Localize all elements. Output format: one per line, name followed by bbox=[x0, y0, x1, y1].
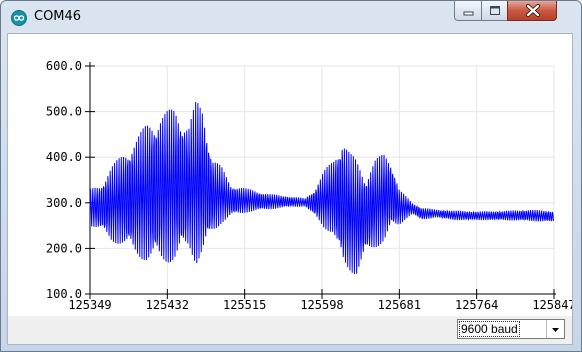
x-tick-label: 125681 bbox=[378, 298, 421, 312]
minimize-button[interactable] bbox=[454, 1, 482, 21]
y-tick-label: 200.0 bbox=[46, 241, 82, 255]
serial-plot: 100.0 200.0 300.0 400.0 500.0 600.0 125349 1254… bbox=[46, 59, 572, 312]
maximize-button[interactable] bbox=[481, 1, 508, 21]
close-icon bbox=[526, 4, 540, 17]
minimize-icon bbox=[463, 11, 474, 16]
y-tick-label: 300.0 bbox=[46, 196, 82, 210]
x-tick-label: 125432 bbox=[146, 298, 189, 312]
window-title: COM46 bbox=[34, 9, 82, 24]
chevron-down-icon bbox=[552, 328, 559, 332]
baud-rate-select[interactable]: 9600 baud bbox=[457, 319, 565, 339]
y-tick-label: 600.0 bbox=[46, 59, 82, 73]
y-tick-label: 400.0 bbox=[46, 150, 82, 164]
arduino-infinity-icon bbox=[11, 10, 27, 26]
x-tick-label: 125349 bbox=[68, 298, 111, 312]
x-tick-label: 125515 bbox=[223, 298, 266, 312]
signal-line bbox=[89, 102, 554, 275]
x-tick-label: 125598 bbox=[300, 298, 343, 312]
plotter-client-area: 100.0 200.0 300.0 400.0 500.0 600.0 125349 1254… bbox=[7, 33, 573, 345]
title-bar[interactable]: COM46 bbox=[1, 1, 581, 33]
y-tick-label: 500.0 bbox=[46, 105, 82, 119]
y-tick-label: 100.0 bbox=[46, 287, 82, 301]
maximize-icon bbox=[490, 6, 500, 15]
x-tick-label: 125847 bbox=[532, 298, 572, 312]
x-tick-label: 125764 bbox=[455, 298, 498, 312]
baud-dropdown-button[interactable] bbox=[546, 320, 564, 338]
close-button[interactable] bbox=[507, 1, 557, 21]
baud-rate-value: 9600 baud bbox=[459, 321, 520, 337]
